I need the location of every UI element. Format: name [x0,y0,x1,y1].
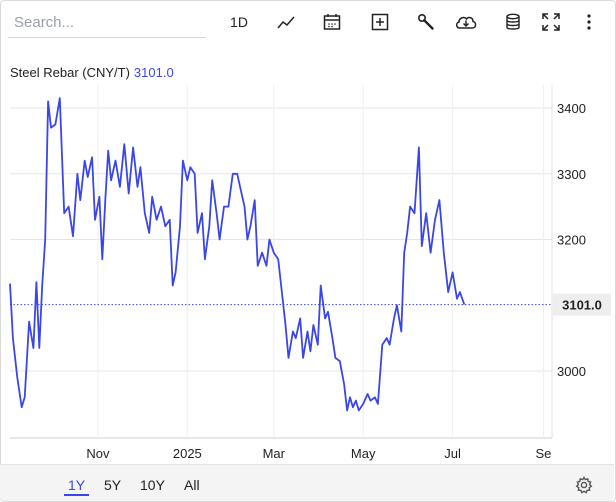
y-tick-label: 3400 [557,101,586,116]
line-chart-icon[interactable] [276,10,296,34]
price-series-line [9,97,466,412]
range-1y-button[interactable]: 1Y [64,475,90,496]
x-tick-label: Mar [263,446,286,461]
settings-gear-icon[interactable] [574,473,594,497]
more-vertical-icon[interactable] [582,10,596,34]
chart-grid [10,85,553,439]
range-5y-button[interactable]: 5Y [104,477,122,493]
current-price-label-bg [553,293,611,316]
x-tick-label: 2025 [173,446,202,461]
range-all-button[interactable]: All [184,477,200,493]
fullscreen-icon[interactable] [542,10,560,34]
x-tick-label: Nov [86,446,110,461]
y-axis: 3400 3300 3200 3000 [557,101,586,379]
legend-current-value: 3101.0 [133,65,174,80]
database-icon[interactable] [504,10,522,34]
range-1d-label: 1D [230,14,248,30]
wrench-icon[interactable] [416,10,436,34]
toolbar: 1D [0,0,614,44]
chart-legend: Steel Rebar (CNY/T) 3101.0 [10,65,174,80]
calendar-icon[interactable] [322,10,342,34]
legend-series-name: Steel Rebar (CNY/T) [10,65,130,80]
x-tick-label: May [351,446,376,461]
x-axis: Nov 2025 Mar May Jul Se [86,446,551,461]
cloud-download-icon[interactable] [454,10,478,34]
price-chart[interactable]: 3400 3300 3200 3000 Nov 2025 Mar May Jul Se 3101… [0,0,616,464]
plus-box-icon[interactable] [370,10,390,34]
current-price-marker: 3101.0 [10,293,611,316]
y-tick-label: 3200 [557,233,586,248]
y-tick-label: 3300 [557,167,586,182]
price-line-layer [9,97,466,412]
x-tick-label: Jul [444,446,461,461]
range-selector: 1Y 5Y 10Y All [0,464,614,501]
y-tick-label: 3000 [557,364,586,379]
search-input[interactable] [8,8,206,38]
range-10y-button[interactable]: 10Y [140,477,165,493]
x-tick-label: Se [536,446,552,461]
range-1d-button[interactable]: 1D [228,10,250,34]
current-price-label: 3101.0 [562,298,602,313]
